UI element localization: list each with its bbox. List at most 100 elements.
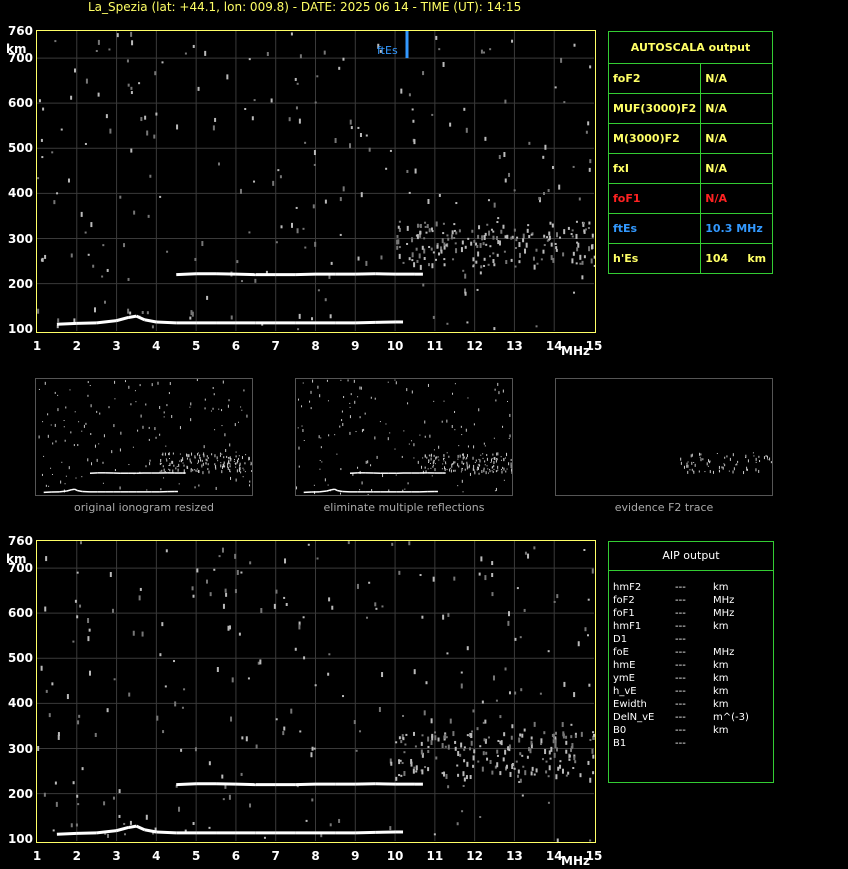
mini-noise-point — [250, 463, 252, 466]
noise-point — [456, 822, 459, 826]
noise-point — [184, 829, 187, 832]
mini-noise-point — [154, 427, 156, 431]
aip-param: foF2 — [613, 595, 635, 606]
noise-point — [279, 175, 282, 179]
noise-point — [255, 744, 258, 749]
mini-noise-point — [194, 469, 196, 471]
mini-noise-point — [336, 453, 338, 455]
noise-point — [311, 746, 314, 751]
noise-point — [406, 225, 409, 231]
noise-point — [571, 235, 574, 238]
x-tick-label: 11 — [426, 849, 444, 863]
mini-noise-point — [81, 430, 83, 432]
aip-value: --- — [675, 608, 686, 619]
mini-noise-point — [168, 452, 170, 456]
mini-noise-point — [462, 491, 464, 493]
noise-point — [43, 792, 46, 797]
noise-point — [284, 558, 287, 564]
mini-noise-point — [319, 394, 321, 398]
noise-point — [130, 86, 133, 90]
noise-point — [285, 603, 288, 607]
noise-point — [447, 237, 450, 241]
noise-point — [592, 731, 595, 734]
noise-point — [493, 327, 496, 331]
noise-point — [552, 739, 555, 744]
x-tick-label: 12 — [466, 849, 483, 863]
mini-noise-point — [752, 452, 754, 454]
mini-noise-point — [166, 459, 168, 462]
noise-point — [483, 235, 486, 241]
noise-point — [497, 739, 500, 742]
noise-point — [492, 235, 495, 240]
row-value: 10.3 MHz — [700, 213, 773, 244]
noise-point — [575, 262, 578, 265]
noise-point — [496, 221, 499, 224]
aip-row: foF2 --- MHz — [613, 595, 768, 608]
noise-point — [515, 239, 518, 242]
noise-point — [406, 169, 409, 173]
mini-noise-point — [692, 470, 694, 472]
noise-point — [302, 227, 305, 230]
mini-noise-point — [704, 471, 706, 473]
noise-point — [579, 254, 582, 260]
noise-point — [138, 595, 141, 601]
noise-point — [435, 756, 438, 760]
mini-noise-point — [302, 429, 304, 433]
noise-point — [430, 247, 433, 251]
mini-noise-point — [478, 408, 480, 412]
noise-point — [570, 723, 573, 726]
noise-point — [419, 574, 422, 577]
mini-noise-point — [450, 469, 452, 473]
noise-point — [453, 223, 456, 226]
mini-noise-point — [301, 405, 303, 408]
noise-point — [423, 237, 426, 240]
noise-point — [579, 262, 582, 265]
mini-noise-point — [354, 400, 356, 404]
noise-point — [497, 217, 500, 220]
noise-point — [443, 771, 446, 777]
mini-noise-point — [433, 465, 435, 467]
aip-value: --- — [675, 673, 686, 684]
noise-point — [413, 139, 416, 145]
mini-noise-point — [719, 470, 721, 473]
mini-noise-point — [477, 466, 479, 470]
noise-point — [518, 252, 521, 258]
mini-noise-point — [491, 458, 493, 462]
noise-point — [328, 597, 331, 602]
mini-noise-point — [691, 468, 693, 471]
noise-point — [398, 774, 401, 777]
mini-noise-point — [64, 483, 66, 485]
noise-point — [228, 794, 231, 800]
page-title: La_Spezia (lat: +44.1, lon: 009.8) - DAT… — [88, 0, 522, 14]
noise-point — [544, 749, 547, 755]
noise-point — [226, 74, 229, 80]
mini-noise-point — [411, 390, 413, 394]
noise-point — [463, 759, 466, 763]
noise-point — [402, 737, 405, 741]
noise-point — [184, 52, 187, 55]
mini-noise-point — [507, 400, 509, 402]
mini-noise-point — [770, 461, 772, 464]
noise-point — [425, 681, 428, 685]
mini-noise-point — [227, 457, 229, 459]
noise-point — [443, 258, 446, 261]
mini-noise-point — [229, 443, 231, 447]
noise-point — [567, 226, 570, 230]
mini-noise-point — [223, 456, 225, 459]
mini-noise-point — [733, 467, 735, 471]
y-tick-label: 600 — [7, 96, 33, 111]
mini-noise-point — [767, 459, 769, 461]
noise-point — [519, 733, 522, 737]
mini-noise-point — [454, 383, 456, 385]
y-tick-label: 400 — [7, 696, 33, 711]
noise-point — [282, 731, 285, 736]
noise-point — [481, 766, 484, 772]
noise-point — [460, 742, 463, 748]
noise-point — [555, 774, 558, 780]
noise-point — [72, 640, 75, 643]
noise-point — [513, 189, 516, 192]
noise-point — [480, 556, 483, 562]
mini-noise-point — [724, 456, 726, 459]
mini-noise-point — [68, 466, 70, 470]
noise-point — [353, 720, 356, 725]
